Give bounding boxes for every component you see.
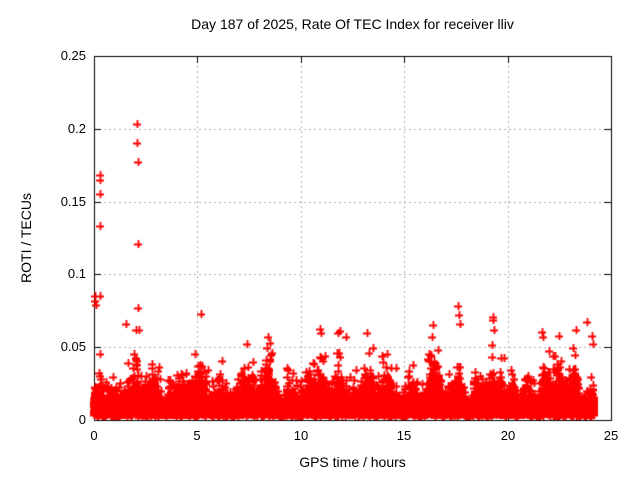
- chart-title: Day 187 of 2025, Rate Of TEC Index for r…: [191, 16, 514, 32]
- y-tick-label: 0: [78, 412, 86, 427]
- x-tick-label: 25: [603, 428, 619, 443]
- x-axis-label: GPS time / hours: [299, 454, 406, 470]
- y-tick-label: 0.2: [67, 121, 86, 136]
- y-tick-label: 0.1: [67, 266, 86, 281]
- x-tick-label: 15: [396, 428, 412, 443]
- x-tick-label: 5: [193, 428, 201, 443]
- x-tick-label: 20: [500, 428, 516, 443]
- x-tick-label: 0: [90, 428, 98, 443]
- y-tick-label: 0.15: [60, 194, 86, 209]
- y-tick-label: 0.05: [60, 339, 86, 354]
- y-tick-label: 0.25: [60, 48, 86, 63]
- x-tick-label: 10: [293, 428, 309, 443]
